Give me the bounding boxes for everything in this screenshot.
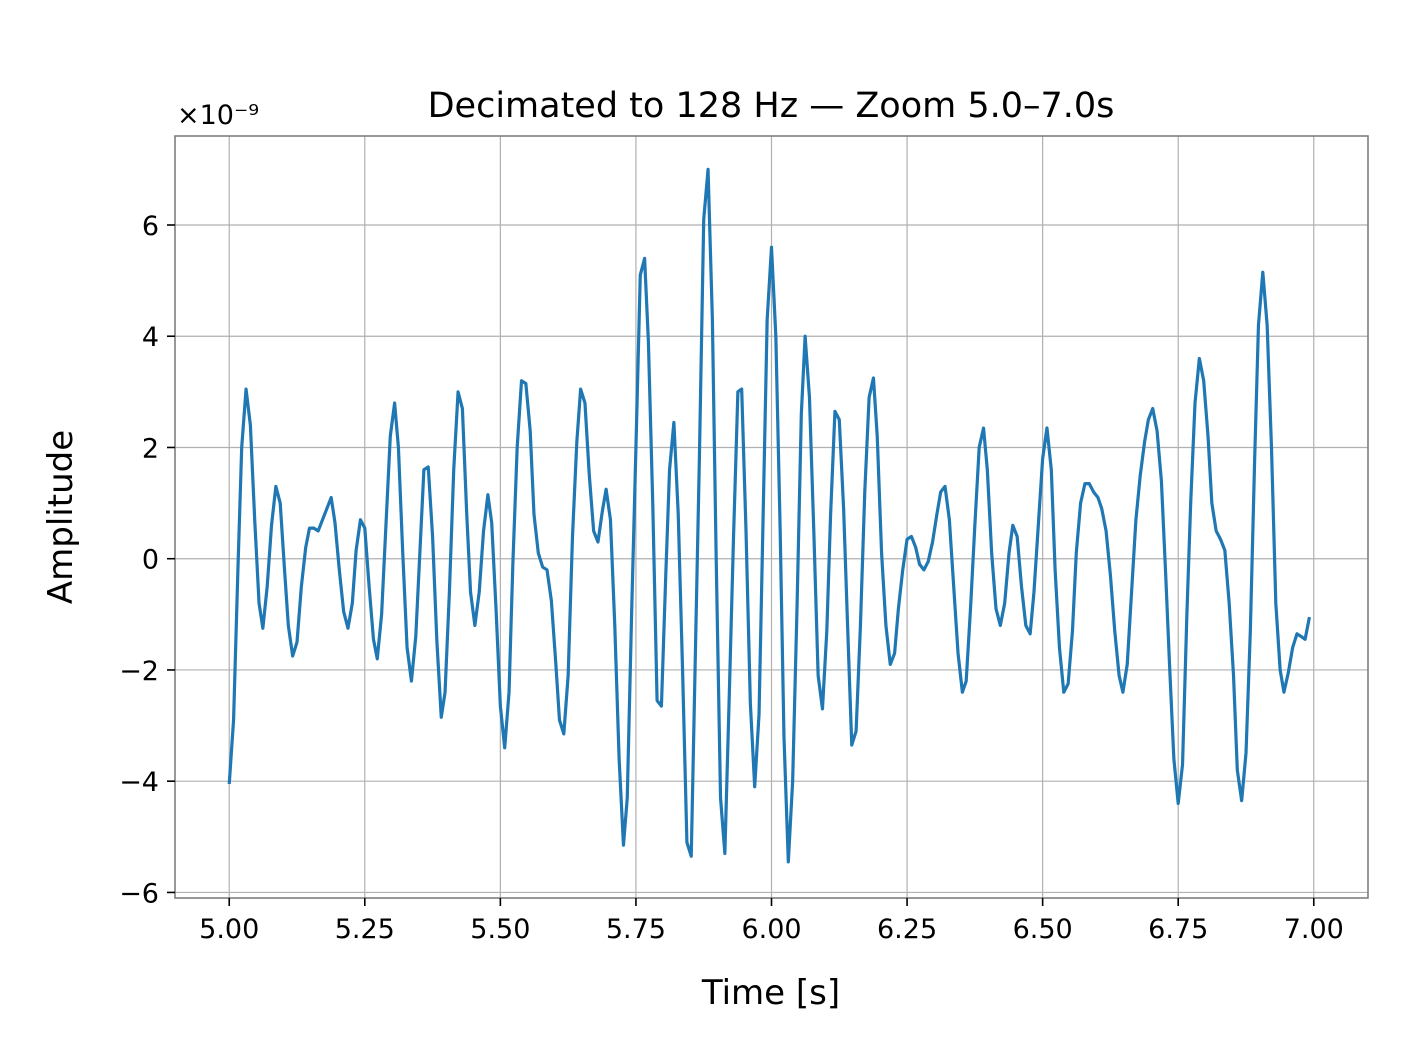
- y-axis-label: Amplitude: [41, 430, 81, 604]
- x-tick-label: 5.75: [606, 914, 666, 945]
- x-tick-label: 7.00: [1284, 914, 1344, 945]
- y-tick-label: −4: [119, 767, 159, 798]
- series-layer: [227, 167, 1312, 864]
- x-tick-label: 6.25: [877, 914, 937, 945]
- x-tick-label: 6.75: [1148, 914, 1208, 945]
- tick-layer: 5.00 5.25 5.50 5.75 6.00 6.25 6.50 6.75 7.00 −6 −4…: [119, 211, 1344, 945]
- y-tick-label: 4: [142, 322, 159, 353]
- y-tick-label: 6: [142, 211, 159, 242]
- y-axis-offset: ×10⁻⁹: [177, 100, 259, 131]
- y-tick-label: 2: [142, 433, 159, 464]
- y-tick-label: −6: [119, 878, 159, 909]
- x-tick-label: 6.50: [1013, 914, 1073, 945]
- grid-layer: [175, 136, 1368, 898]
- x-tick-label: 5.25: [335, 914, 395, 945]
- y-tick-label: 0: [142, 545, 159, 576]
- series-line-decimated: [227, 167, 1312, 864]
- y-tick-label: −2: [119, 656, 159, 687]
- chart-title: Decimated to 128 Hz — Zoom 5.0–7.0s: [428, 86, 1115, 126]
- x-axis-label: Time [s]: [701, 973, 840, 1013]
- x-tick-label: 5.00: [199, 914, 259, 945]
- x-tick-label: 5.50: [470, 914, 530, 945]
- x-tick-label: 6.00: [741, 914, 801, 945]
